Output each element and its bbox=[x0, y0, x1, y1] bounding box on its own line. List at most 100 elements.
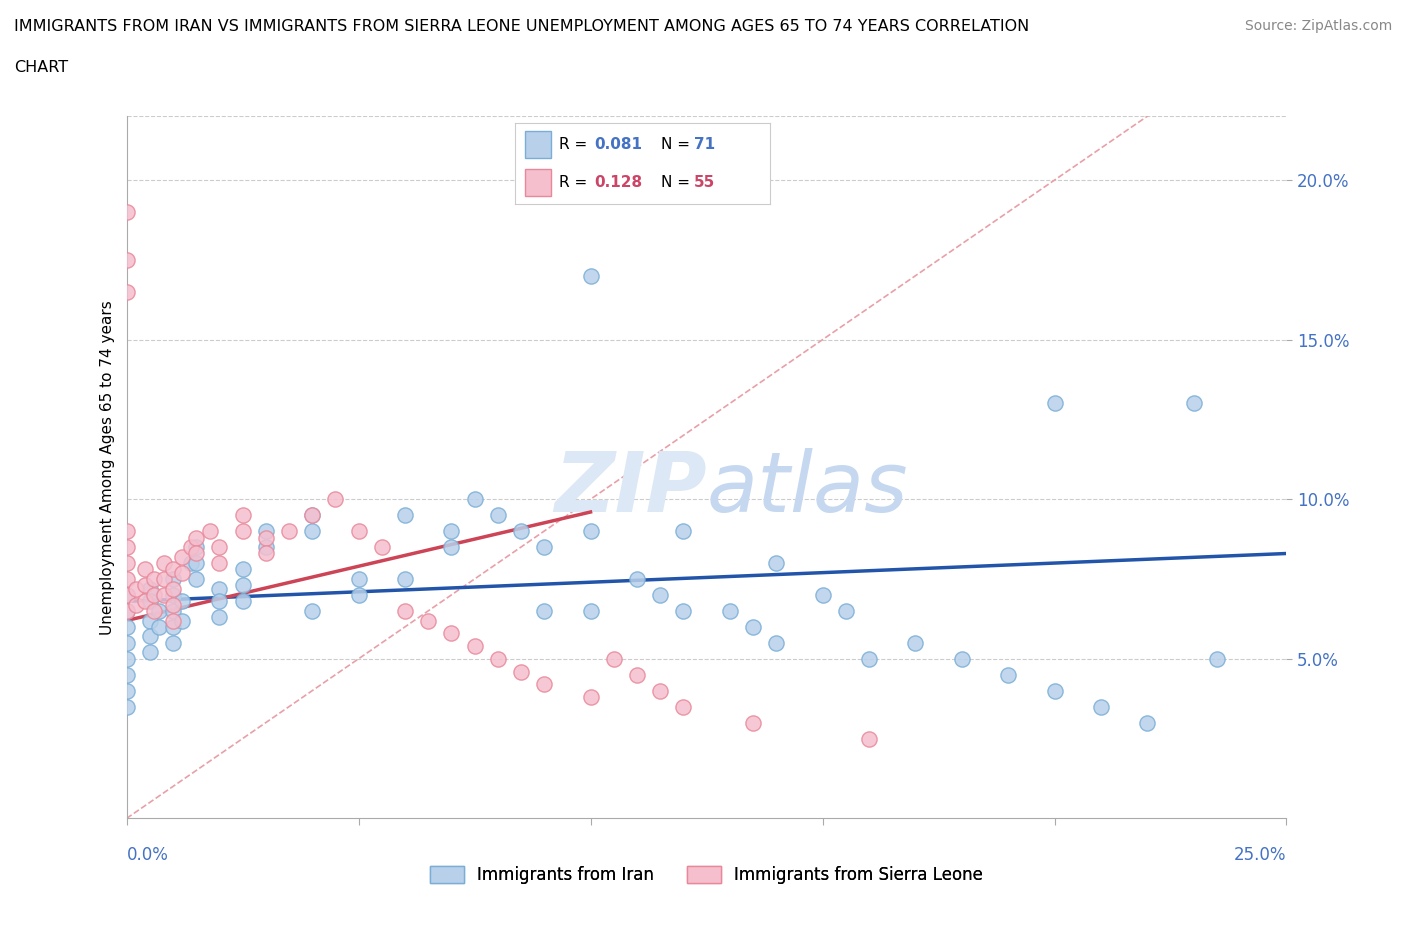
Point bbox=[138, 581, 162, 596]
Point bbox=[347, 588, 370, 603]
Point bbox=[162, 619, 184, 634]
Point bbox=[115, 651, 138, 666]
Point bbox=[152, 588, 174, 603]
Point bbox=[672, 604, 695, 618]
Point bbox=[208, 555, 231, 570]
Point bbox=[371, 539, 394, 554]
Point bbox=[440, 626, 463, 641]
Point bbox=[162, 613, 184, 628]
Point bbox=[301, 524, 323, 538]
Point bbox=[162, 588, 184, 603]
Text: IMMIGRANTS FROM IRAN VS IMMIGRANTS FROM SIERRA LEONE UNEMPLOYMENT AMONG AGES 65 : IMMIGRANTS FROM IRAN VS IMMIGRANTS FROM … bbox=[14, 19, 1029, 33]
Point bbox=[394, 572, 416, 587]
Text: 25.0%: 25.0% bbox=[1234, 846, 1286, 865]
Point bbox=[231, 508, 254, 523]
Point bbox=[278, 524, 301, 538]
Point bbox=[152, 555, 174, 570]
Point bbox=[115, 635, 138, 650]
Point bbox=[440, 524, 463, 538]
Point bbox=[301, 604, 323, 618]
Point bbox=[198, 524, 221, 538]
Point bbox=[718, 604, 741, 618]
Point bbox=[672, 699, 695, 714]
Point bbox=[148, 619, 170, 634]
Point bbox=[186, 555, 208, 570]
Text: atlas: atlas bbox=[707, 448, 908, 529]
Legend: Immigrants from Iran, Immigrants from Sierra Leone: Immigrants from Iran, Immigrants from Si… bbox=[423, 859, 990, 891]
Point bbox=[231, 594, 254, 609]
Point bbox=[186, 530, 208, 545]
Point bbox=[231, 524, 254, 538]
Point bbox=[138, 594, 162, 609]
Point bbox=[254, 539, 277, 554]
Point bbox=[115, 285, 138, 299]
Point bbox=[115, 619, 138, 634]
Point bbox=[134, 578, 156, 592]
Point bbox=[1136, 715, 1159, 730]
Point bbox=[134, 562, 156, 577]
Point bbox=[533, 539, 555, 554]
Point bbox=[143, 604, 166, 618]
Point bbox=[835, 604, 858, 618]
Text: ZIP: ZIP bbox=[554, 448, 707, 529]
Point bbox=[125, 581, 148, 596]
Point bbox=[172, 565, 194, 580]
Point bbox=[323, 492, 347, 507]
Point bbox=[301, 508, 323, 523]
Point bbox=[254, 524, 277, 538]
Point bbox=[143, 588, 166, 603]
Point bbox=[115, 205, 138, 219]
Point bbox=[742, 715, 765, 730]
Point bbox=[858, 651, 880, 666]
Point bbox=[115, 604, 138, 618]
Point bbox=[208, 581, 231, 596]
Point bbox=[208, 594, 231, 609]
Point bbox=[162, 562, 184, 577]
Point bbox=[626, 572, 648, 587]
Point bbox=[115, 524, 138, 538]
Point bbox=[394, 508, 416, 523]
Point bbox=[172, 550, 194, 565]
Point bbox=[626, 668, 648, 683]
Text: CHART: CHART bbox=[14, 60, 67, 75]
Point bbox=[115, 604, 138, 618]
Point bbox=[602, 651, 624, 666]
Point bbox=[180, 555, 202, 570]
Point bbox=[180, 539, 202, 554]
Point bbox=[904, 635, 927, 650]
Text: 0.0%: 0.0% bbox=[127, 846, 169, 865]
Point bbox=[231, 578, 254, 592]
Point bbox=[579, 690, 602, 705]
Point bbox=[115, 668, 138, 683]
Point bbox=[138, 629, 162, 644]
Point bbox=[464, 492, 486, 507]
Point bbox=[162, 635, 184, 650]
Point bbox=[1043, 396, 1066, 411]
Y-axis label: Unemployment Among Ages 65 to 74 years: Unemployment Among Ages 65 to 74 years bbox=[100, 300, 115, 634]
Point bbox=[579, 604, 602, 618]
Point bbox=[648, 684, 672, 698]
Point bbox=[486, 651, 509, 666]
Point bbox=[533, 604, 555, 618]
Point bbox=[172, 613, 194, 628]
Point bbox=[208, 610, 231, 625]
Point bbox=[1206, 651, 1229, 666]
Point bbox=[186, 546, 208, 561]
Point bbox=[672, 524, 695, 538]
Point bbox=[115, 555, 138, 570]
Point bbox=[254, 546, 277, 561]
Point bbox=[347, 524, 370, 538]
Point bbox=[464, 639, 486, 654]
Point bbox=[138, 645, 162, 660]
Point bbox=[394, 604, 416, 618]
Point bbox=[440, 539, 463, 554]
Point bbox=[648, 588, 672, 603]
Point bbox=[418, 613, 440, 628]
Point bbox=[115, 572, 138, 587]
Point bbox=[254, 530, 277, 545]
Point bbox=[172, 594, 194, 609]
Point bbox=[125, 597, 148, 612]
Point bbox=[162, 604, 184, 618]
Point bbox=[1090, 699, 1112, 714]
Point bbox=[162, 581, 184, 596]
